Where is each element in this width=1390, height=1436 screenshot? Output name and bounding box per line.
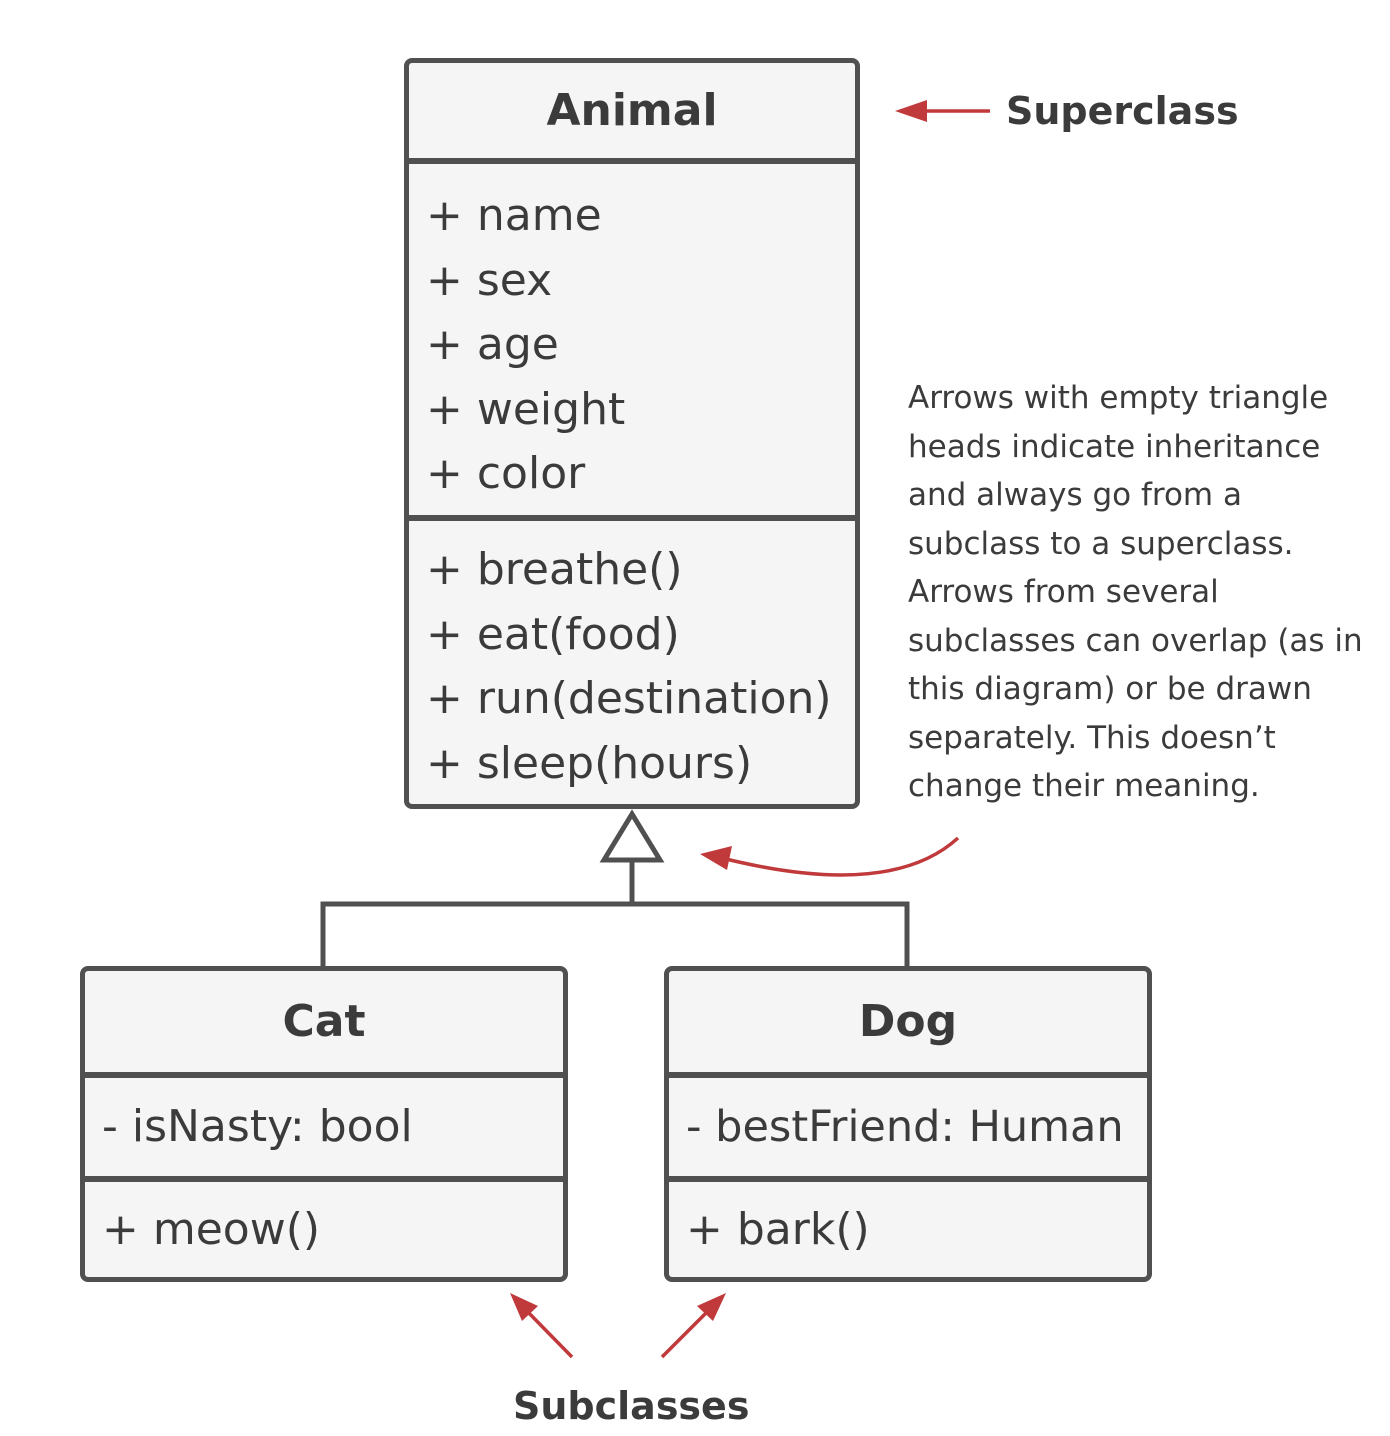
attribute-age: + age <box>426 319 559 370</box>
class-cat-attributes: - isNasty: bool <box>85 1072 563 1176</box>
class-dog-methods: + bark() <box>669 1176 1147 1277</box>
note-line: Arrows from several <box>908 574 1219 610</box>
note-line: change their meaning. <box>908 768 1260 804</box>
subclass-arrow-dog-head-icon <box>697 1293 726 1321</box>
attribute-weight: + weight <box>426 383 626 435</box>
inheritance-line-cat <box>320 860 635 967</box>
class-animal: Animal + name + sex + age + weight + col… <box>404 58 860 809</box>
attribute-color: + color <box>426 448 586 499</box>
subclasses-label: Subclasses <box>513 1384 750 1428</box>
superclass-label: Superclass <box>1006 89 1239 133</box>
inheritance-triangle-icon <box>599 809 665 863</box>
attribute-sex: + sex <box>426 254 553 306</box>
method-meow: + meow() <box>102 1204 321 1255</box>
class-dog-title: Dog <box>858 996 958 1047</box>
note-line: this diagram) or be drawn <box>908 671 1312 707</box>
attribute-name: + name <box>426 190 602 241</box>
subclass-arrow-cat-head-icon <box>510 1293 538 1321</box>
inheritance-line-dog <box>632 901 910 967</box>
subclass-arrow-dog-line <box>660 1305 714 1359</box>
superclass-arrow-head-icon <box>895 100 927 122</box>
method-sleep: + sleep(hours) <box>426 737 753 789</box>
attribute-best-friend: - bestFriend: Human <box>686 1102 1124 1152</box>
subclass-arrow-cat-line <box>521 1305 574 1359</box>
note-line: and always go from a <box>908 477 1242 513</box>
class-animal-attributes: + name + sex + age + weight + color <box>409 158 855 515</box>
class-dog: Dog - bestFriend: Human + bark() <box>664 966 1152 1282</box>
class-cat-methods: + meow() <box>85 1176 563 1277</box>
note-line: subclasses can overlap (as in <box>908 622 1363 659</box>
method-bark: + bark() <box>686 1204 870 1255</box>
note-arrow-curve <box>721 836 960 877</box>
note-line: Arrows with empty triangle <box>908 380 1329 416</box>
note-line: heads indicate inheritance <box>908 428 1321 465</box>
class-cat-title: Cat <box>282 996 366 1047</box>
inheritance-note: Arrows with empty triangle heads indicat… <box>908 374 1388 811</box>
class-dog-attributes: - bestFriend: Human <box>669 1072 1147 1176</box>
note-arrow-head-icon <box>700 846 732 870</box>
class-cat: Cat - isNasty: bool + meow() <box>80 966 568 1282</box>
class-animal-methods: + breathe() + eat(food) + run(destinatio… <box>409 515 855 804</box>
method-run: + run(destination) <box>426 673 832 724</box>
class-animal-title: Animal <box>546 85 718 136</box>
method-eat: + eat(food) <box>426 608 680 660</box>
attribute-is-nasty: - isNasty: bool <box>102 1101 413 1152</box>
note-line: separately. This doesn’t <box>908 719 1276 756</box>
note-line: subclass to a superclass. <box>908 525 1294 562</box>
method-breathe: + breathe() <box>426 544 683 595</box>
